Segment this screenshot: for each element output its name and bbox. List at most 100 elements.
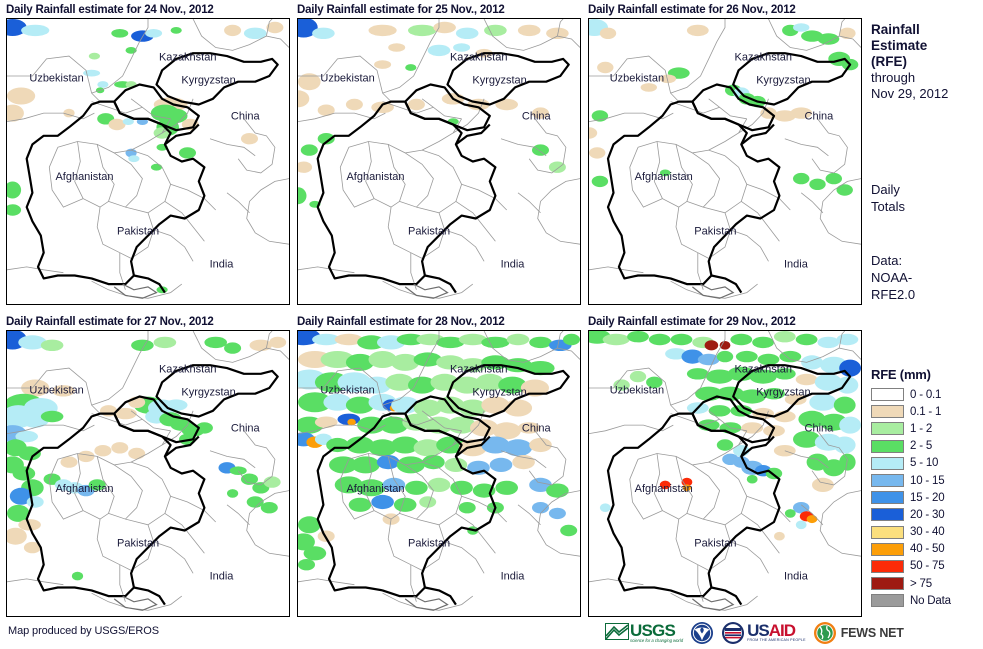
map-panel-title: Daily Rainfall estimate for 29 Nov., 201… [588,316,796,328]
country-label: Pakistan [694,538,736,550]
map-panel-title: Daily Rainfall estimate for 27 Nov., 201… [6,316,214,328]
national-borders [25,364,279,606]
map-graphic: Kazakhstan Uzbekistan Kyrgyzstan China Afgha… [7,19,289,304]
daily-totals-line-1: Daily [871,182,900,197]
map-panel-3: Daily Rainfall estimate for 26 Nov., 201… [588,4,862,305]
country-label: Kyrgyzstan [472,75,526,87]
map-graphic: Kazakhstan Uzbekistan Kyrgyzstan China Afgha… [298,331,580,616]
legend-item[interactable]: 15 - 20 [871,489,983,506]
country-label: China [231,422,261,434]
daily-totals-block: Daily Totals [871,181,983,215]
map-graphic: Kazakhstan Uzbekistan Kyrgyzstan China Afgha… [7,331,289,616]
legend-label: 40 - 50 [910,543,945,556]
country-label: China [805,422,835,434]
noaa-seal-icon [691,622,714,644]
usgs-logo[interactable]: USGS science for a changing world [605,619,683,647]
legend-item[interactable]: 50 - 75 [871,558,983,575]
national-borders [606,364,852,606]
country-label: China [231,110,261,122]
legend-item[interactable]: 20 - 30 [871,506,983,523]
legend-item[interactable]: 1 - 2 [871,420,983,437]
legend-item[interactable]: 5 - 10 [871,455,983,472]
national-borders [316,364,570,606]
country-label: China [522,422,552,434]
legend: RFE (mm) 0 - 0.1 0.1 - 1 1 - 2 2 - 5 5 -… [871,367,983,609]
coastline [404,595,449,611]
country-label: Uzbekistan [610,385,664,397]
legend-swatch [871,491,904,505]
map-canvas[interactable]: Kazakhstan Uzbekistan Kyrgyzstan China Afgha… [297,18,581,305]
country-label: India [210,570,235,582]
legend-swatch [871,577,904,591]
legend-item[interactable]: 10 - 15 [871,472,983,489]
legend-item[interactable]: 40 - 50 [871,541,983,558]
rainfall-raster [298,331,580,571]
country-label: Kyrgyzstan [181,387,235,399]
map-credit: Map produced by USGS/EROS [8,625,159,637]
usgs-wordmark: USGS [630,621,676,640]
legend-item[interactable]: > 75 [871,575,983,592]
fews-net-logo[interactable]: FEWS NET [813,619,904,647]
map-canvas[interactable]: Kazakhstan Uzbekistan Kyrgyzstan China Afgha… [297,330,581,617]
info-column: Rainfall Estimate (RFE) through Nov 29, … [871,22,983,102]
map-canvas[interactable]: Kazakhstan Uzbekistan Kyrgyzstan China Afgha… [588,330,862,617]
info-through-label: through [871,70,916,85]
country-label: Pakistan [117,226,159,238]
country-label: India [210,258,235,270]
country-label: Uzbekistan [610,73,664,85]
country-labels: Kazakhstan Uzbekistan Kyrgyzstan China Afgha… [610,364,834,583]
data-source-block: Data: NOAA- RFE2.0 [871,252,983,303]
country-label: Kazakhstan [450,52,507,64]
country-labels: Kazakhstan Uzbekistan Kyrgyzstan China Afgha… [320,364,551,583]
data-source-line-3: RFE2.0 [871,287,916,302]
map-panel-5: Daily Rainfall estimate for 28 Nov., 201… [297,316,581,617]
map-canvas[interactable]: Kazakhstan Uzbekistan Kyrgyzstan China Afgha… [6,18,290,305]
country-label: Kazakhstan [735,52,792,64]
usgs-tagline: science for a changing world [630,638,684,643]
legend-item[interactable]: 0 - 0.1 [871,386,983,403]
country-label: Afghanistan [635,483,693,495]
legend-label: No Data [910,594,951,607]
legend-swatch [871,388,904,402]
coastline [692,595,735,611]
country-label: Kyrgyzstan [756,75,810,87]
map-canvas[interactable]: Kazakhstan Uzbekistan Kyrgyzstan China Afgha… [588,18,862,305]
legend-item[interactable]: 30 - 40 [871,524,983,541]
legend-label: > 75 [910,577,932,590]
data-source-line-2: NOAA- [871,270,913,285]
coastline [404,283,449,299]
country-label: Afghanistan [55,171,113,183]
rainfall-raster [589,331,861,541]
info-title-line-3: (RFE) [871,54,907,69]
legend-label: 30 - 40 [910,526,945,539]
rainfall-raster [7,19,284,294]
fews-net-wordmark: FEWS NET [840,626,904,640]
country-label: Kyrgyzstan [181,75,235,87]
country-label: China [522,110,552,122]
country-label: Pakistan [408,538,450,550]
country-labels: Kazakhstan Uzbekistan Kyrgyzstan China Afgha… [320,52,551,271]
legend-swatch [871,422,904,436]
noaa-logo[interactable] [690,619,714,647]
legend-label: 5 - 10 [910,457,939,470]
country-label: Kazakhstan [735,364,792,376]
legend-item[interactable]: 0.1 - 1 [871,403,983,420]
map-graphic: Kazakhstan Uzbekistan Kyrgyzstan China Afgha… [589,331,861,616]
country-label: Kazakhstan [159,52,216,64]
map-graphic: Kazakhstan Uzbekistan Kyrgyzstan China Afgha… [298,19,580,304]
map-graphic: Kazakhstan Uzbekistan Kyrgyzstan China Afgha… [589,19,861,304]
map-canvas[interactable]: Kazakhstan Uzbekistan Kyrgyzstan China Afgha… [6,330,290,617]
country-labels: Kazakhstan Uzbekistan Kyrgyzstan China Afgha… [29,364,260,583]
legend-label: 0 - 0.1 [910,388,942,401]
usaid-logo[interactable]: USAID FROM THE AMERICAN PEOPLE [721,619,806,647]
country-label: Kazakhstan [159,364,216,376]
legend-item[interactable]: 2 - 5 [871,438,983,455]
map-panel-2: Daily Rainfall estimate for 25 Nov., 201… [297,4,581,305]
legend-item[interactable]: No Data [871,592,983,609]
rainfall-raster [298,19,569,208]
country-label: Afghanistan [346,483,404,495]
legend-swatch [871,439,904,453]
fews-globe-icon [813,622,836,644]
rainfall-raster [7,331,287,581]
